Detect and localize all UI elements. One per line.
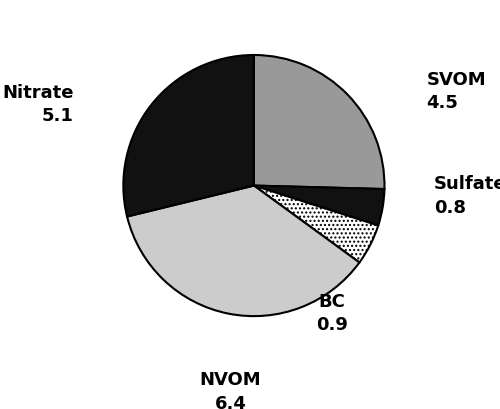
Wedge shape — [254, 186, 384, 225]
Wedge shape — [124, 55, 254, 216]
Text: SVOM
4.5: SVOM 4.5 — [426, 71, 486, 112]
Text: Sulfate
0.8: Sulfate 0.8 — [434, 175, 500, 217]
Text: BC
0.9: BC 0.9 — [316, 292, 348, 334]
Wedge shape — [254, 55, 384, 189]
Text: Nitrate
5.1: Nitrate 5.1 — [2, 84, 74, 126]
Text: NVOM
6.4: NVOM 6.4 — [200, 371, 261, 409]
Wedge shape — [254, 186, 378, 263]
Wedge shape — [127, 186, 360, 316]
